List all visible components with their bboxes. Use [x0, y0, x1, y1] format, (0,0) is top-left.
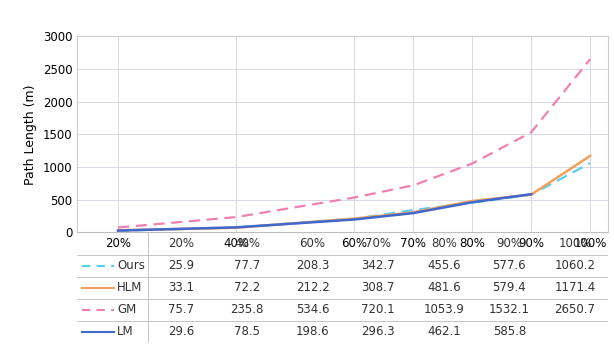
Text: 29.6: 29.6 — [168, 325, 195, 338]
Text: LM: LM — [117, 325, 133, 338]
Text: Ours: Ours — [117, 259, 145, 272]
Text: 1060.2: 1060.2 — [554, 259, 596, 272]
Y-axis label: Path Length (m): Path Length (m) — [25, 84, 37, 185]
Text: 577.6: 577.6 — [492, 259, 526, 272]
Text: 342.7: 342.7 — [362, 259, 395, 272]
Text: 70%: 70% — [365, 237, 391, 250]
Text: GM: GM — [117, 303, 136, 316]
Text: 212.2: 212.2 — [296, 281, 329, 294]
Text: 77.7: 77.7 — [234, 259, 260, 272]
Text: 100%: 100% — [558, 237, 592, 250]
Text: 462.1: 462.1 — [427, 325, 460, 338]
Text: 72.2: 72.2 — [234, 281, 260, 294]
Text: 534.6: 534.6 — [296, 303, 329, 316]
Text: HLM: HLM — [117, 281, 142, 294]
Text: 235.8: 235.8 — [230, 303, 263, 316]
Legend: Ours, HLM, GM, LM: Ours, HLM, GM, LM — [214, 0, 471, 7]
Text: 481.6: 481.6 — [427, 281, 460, 294]
Text: 308.7: 308.7 — [362, 281, 395, 294]
Text: 20%: 20% — [168, 237, 194, 250]
Text: 296.3: 296.3 — [362, 325, 395, 338]
Text: 40%: 40% — [234, 237, 260, 250]
Text: 75.7: 75.7 — [168, 303, 194, 316]
Text: 579.4: 579.4 — [492, 281, 526, 294]
Text: 25.9: 25.9 — [168, 259, 194, 272]
Text: 455.6: 455.6 — [427, 259, 460, 272]
Text: 585.8: 585.8 — [493, 325, 526, 338]
Text: 1053.9: 1053.9 — [423, 303, 464, 316]
Text: 2650.7: 2650.7 — [554, 303, 596, 316]
Text: 1171.4: 1171.4 — [554, 281, 596, 294]
Text: 208.3: 208.3 — [296, 259, 329, 272]
Text: 80%: 80% — [431, 237, 457, 250]
Text: 90%: 90% — [496, 237, 523, 250]
Text: 720.1: 720.1 — [362, 303, 395, 316]
Text: 1532.1: 1532.1 — [489, 303, 530, 316]
Text: 78.5: 78.5 — [234, 325, 260, 338]
Text: 198.6: 198.6 — [296, 325, 329, 338]
Text: 33.1: 33.1 — [168, 281, 194, 294]
Text: 60%: 60% — [300, 237, 325, 250]
